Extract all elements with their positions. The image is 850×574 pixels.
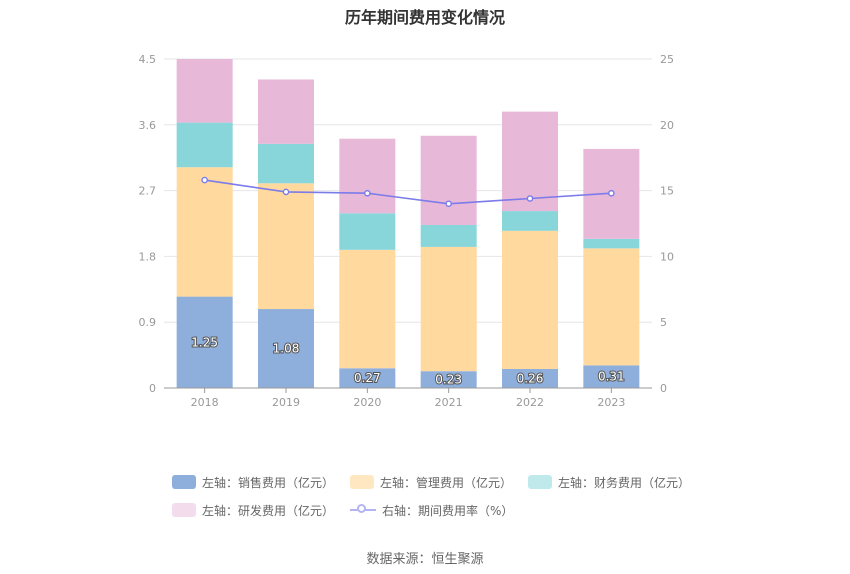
legend-swatch-rate [350, 503, 377, 517]
legend-label-finance: 左轴：财务费用（亿元） [558, 475, 691, 490]
right-tick-label: 5 [660, 316, 667, 329]
bar-data-label: 1.08 [273, 342, 300, 356]
x-tick-label: 2021 [435, 396, 463, 409]
left-tick-label: 4.5 [139, 53, 157, 66]
bar-segment [583, 365, 640, 388]
x-tick-label: 2020 [353, 396, 381, 409]
x-tick-label: 2019 [272, 396, 300, 409]
rate-point [282, 188, 290, 196]
bar-data-label: 1.25 [191, 335, 218, 349]
legend-item-rate[interactable]: 右轴：期间费用率（%） [350, 502, 513, 519]
bar-segment [420, 371, 477, 388]
source-note: 数据来源：恒生聚源 [366, 552, 484, 567]
bar-segment [176, 167, 233, 297]
rate-point [201, 176, 208, 184]
bar-data-label: 0.31 [598, 370, 625, 384]
bar-segment [583, 238, 640, 249]
bar-segment [502, 211, 558, 231]
bar-segment [339, 249, 396, 369]
rate-point [445, 200, 452, 208]
right-tick-label: 10 [660, 250, 674, 263]
left-tick-label: 2.7 [139, 185, 157, 198]
legend-label-rate: 右轴：期间费用率（%） [382, 503, 514, 518]
x-tick-label: 2023 [597, 396, 625, 409]
bar-segment [258, 183, 314, 310]
bar-data-label: 0.26 [517, 371, 544, 385]
bar-segment [258, 79, 314, 144]
bar-segment [420, 135, 477, 225]
bar-segment [502, 111, 558, 212]
left-tick-label: 1.8 [139, 250, 157, 263]
bar-segment [339, 138, 396, 214]
legend-label-admin: 左轴：管理费用（亿元） [380, 475, 513, 490]
legend-swatch-sales [172, 475, 196, 489]
legend-item-rnd[interactable]: 左轴：研发费用（亿元） [172, 502, 334, 519]
x-tick-label: 2018 [191, 396, 219, 409]
bar-segment [420, 224, 477, 247]
right-tick-label: 15 [660, 185, 674, 198]
legend-label-sales: 左轴：销售费用（亿元） [202, 475, 335, 490]
left-tick-label: 0.9 [139, 316, 157, 329]
legend-item-finance[interactable]: 左轴：财务费用（亿元） [528, 474, 690, 491]
right-tick-label: 25 [660, 53, 674, 66]
right-tick-label: 0 [660, 382, 667, 395]
legend-label-rnd: 左轴：研发费用（亿元） [202, 503, 335, 518]
bar-data-label: 0.27 [354, 371, 381, 385]
rate-point [526, 195, 534, 202]
legend-swatch-admin [350, 475, 375, 489]
bar-segment [258, 309, 314, 388]
rate-line [204, 179, 612, 205]
bar-segment [176, 296, 233, 388]
bar-data-label: 0.23 [435, 373, 462, 387]
bar-segment [176, 122, 233, 168]
legend-swatch-rnd [172, 503, 196, 517]
bar-segment [583, 248, 640, 366]
bar-segment [420, 246, 477, 372]
legend-item-admin[interactable]: 左轴：管理费用（亿元） [350, 474, 512, 491]
x-tick-label: 2022 [516, 396, 544, 409]
legend: 左轴：销售费用（亿元） 左轴：管理费用（亿元） 左轴：财务费用（亿元） 左轴：研… [172, 470, 692, 526]
bar-segment [339, 368, 396, 388]
legend-item-sales[interactable]: 左轴：销售费用（亿元） [172, 474, 334, 491]
bar-segment [176, 59, 233, 123]
right-tick-label: 20 [660, 119, 674, 132]
legend-swatch-finance [528, 475, 553, 489]
bar-segment [502, 368, 558, 388]
chart-title: 历年期间费用变化情况 [344, 8, 505, 27]
left-tick-label: 3.6 [139, 119, 157, 132]
left-tick-label: 0 [149, 382, 156, 395]
rate-point [364, 189, 371, 197]
bar-segment [339, 213, 396, 250]
bar-segment [258, 143, 314, 184]
rate-point [608, 189, 615, 197]
bar-segment [502, 230, 558, 369]
